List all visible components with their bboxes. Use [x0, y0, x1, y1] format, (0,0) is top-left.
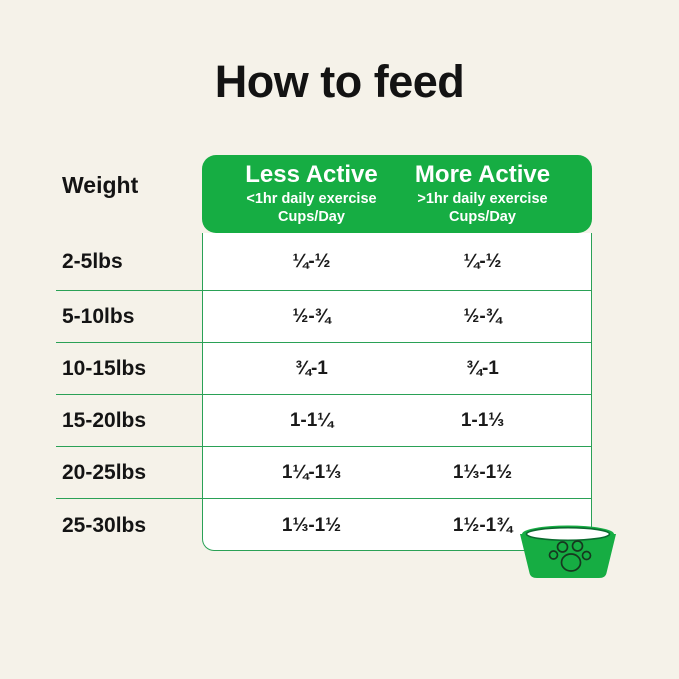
- less-active-title: Less Active: [245, 160, 378, 188]
- less-active-value: ¼-½: [292, 250, 331, 272]
- more-active-value: 1⅓-1½: [452, 461, 513, 483]
- column-header-more-active: More Active >1hr daily exercise Cups/Day: [397, 160, 568, 227]
- table-header: Less Active <1hr daily exercise Cups/Day…: [202, 155, 592, 233]
- table-row: 25-30lbs 1⅓-1½ 1½-1¾: [56, 499, 592, 553]
- more-active-subtitle: >1hr daily exercise: [417, 191, 548, 207]
- table-rows: 2-5lbs ¼-½ ¼-½ 5-10lbs ½-¾ ½-¾ 10-15lbs …: [56, 233, 592, 553]
- table-row: 2-5lbs ¼-½ ¼-½: [56, 233, 592, 291]
- row-weight-label: 25-30lbs: [62, 514, 147, 537]
- more-active-value: ¾-1: [466, 357, 499, 379]
- less-active-value: ½-¾: [292, 305, 331, 327]
- more-active-value: 1½-1¾: [452, 515, 513, 536]
- less-active-value: 1¼-1⅓: [281, 461, 342, 483]
- row-weight-label: 2-5lbs: [62, 249, 123, 273]
- more-active-title: More Active: [414, 160, 551, 188]
- less-active-value: 1-1¼: [289, 409, 334, 431]
- page-title: How to feed: [214, 56, 465, 107]
- table-row: 5-10lbs ½-¾ ½-¾: [56, 291, 592, 343]
- less-active-subtitle: <1hr daily exercise: [246, 191, 377, 207]
- row-weight-label: 20-25lbs: [62, 460, 147, 484]
- paw-print-icon: [548, 540, 592, 572]
- table-row: 20-25lbs 1¼-1⅓ 1⅓-1½: [56, 447, 592, 499]
- more-active-value: 1-1⅓: [460, 409, 505, 431]
- more-active-unit: Cups/Day: [449, 208, 516, 225]
- dog-bowl-with-paw-icon: [520, 525, 616, 578]
- column-header-less-active: Less Active <1hr daily exercise Cups/Day: [226, 160, 397, 227]
- more-active-value: ½-¾: [463, 305, 502, 327]
- table-row: 10-15lbs ¾-1 ¾-1: [56, 343, 592, 395]
- weight-column-header: Weight: [62, 172, 139, 198]
- row-weight-label: 10-15lbs: [62, 356, 147, 380]
- less-active-unit: Cups/Day: [278, 208, 345, 225]
- less-active-value: ¾-1: [295, 357, 328, 379]
- row-weight-label: 15-20lbs: [62, 408, 147, 432]
- row-weight-label: 5-10lbs: [62, 304, 135, 328]
- table-row: 15-20lbs 1-1¼ 1-1⅓: [56, 395, 592, 447]
- more-active-value: ¼-½: [463, 250, 502, 272]
- less-active-value: 1⅓-1½: [281, 515, 342, 536]
